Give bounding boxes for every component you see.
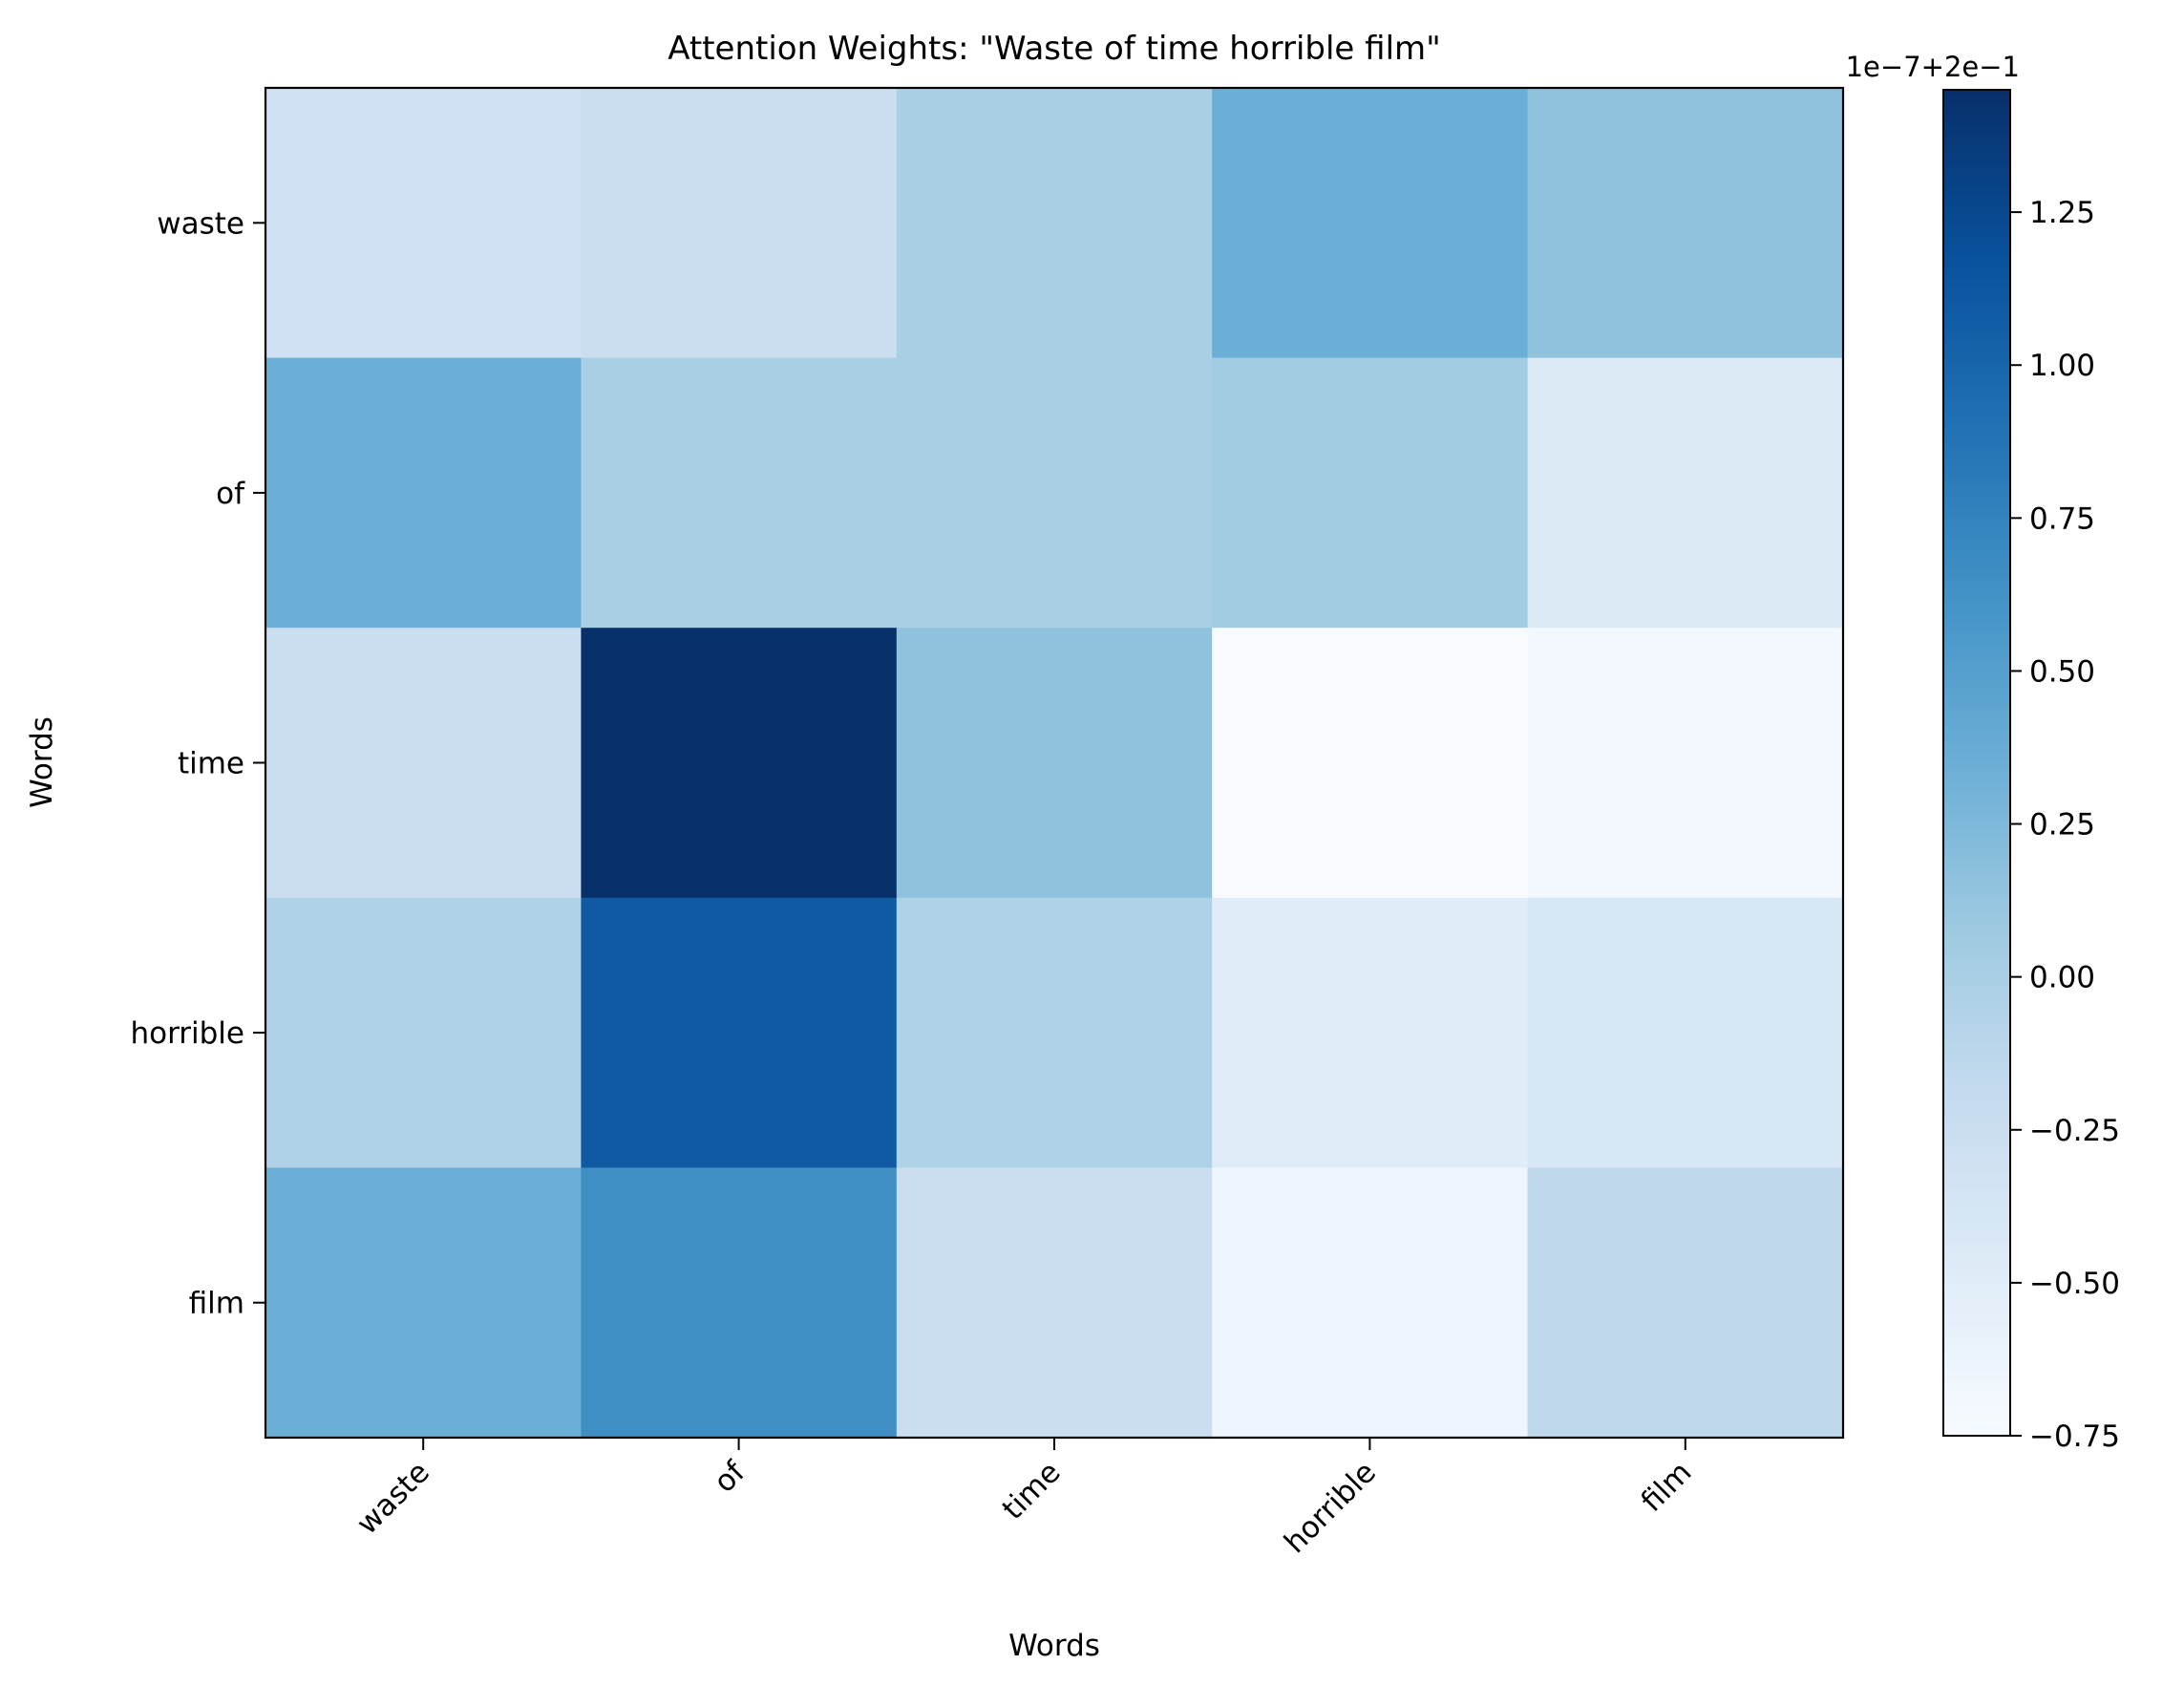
- heatmap-cell: [1212, 1167, 1529, 1439]
- y-axis-ticks: waste of time horrible film: [130, 206, 265, 1321]
- x-axis-label: Words: [1008, 1629, 1100, 1663]
- colorbar-tick-label: 0.25: [2029, 808, 2095, 843]
- x-tick-label: of: [708, 1454, 753, 1499]
- y-tick-label: film: [189, 1287, 244, 1321]
- heatmap-cell: [896, 897, 1213, 1168]
- heatmap-cell: [896, 88, 1213, 359]
- heatmap-cell: [1212, 897, 1529, 1168]
- heatmap-cell: [581, 628, 898, 899]
- y-tick-label: horrible: [130, 1016, 244, 1051]
- x-axis-ticks: waste of time horrible film: [350, 1438, 1699, 1560]
- colorbar-tick-label: 0.00: [2029, 961, 2095, 995]
- colorbar-tick-label: 1.00: [2029, 349, 2095, 383]
- heatmap-cell: [581, 1167, 898, 1439]
- colorbar-tick-label: 0.75: [2029, 502, 2095, 536]
- colorbar-offset-text: 1e−7+2e−1: [1846, 51, 2020, 83]
- heatmap-cell: [896, 628, 1213, 899]
- colorbar-tick-label: 0.50: [2029, 654, 2095, 689]
- heatmap-cell: [1527, 88, 1844, 359]
- y-axis-label: Words: [25, 716, 59, 808]
- colorbar: [1942, 89, 2011, 1437]
- heatmap-cell: [581, 357, 898, 629]
- heatmap-cell: [1527, 1167, 1844, 1439]
- heatmap-cell: [265, 628, 582, 899]
- x-tick-label: film: [1635, 1455, 1699, 1519]
- heatmap-cell: [265, 1167, 582, 1439]
- heatmap-cell: [265, 897, 582, 1168]
- x-tick-label: waste: [350, 1455, 436, 1541]
- colorbar-tick-label: −0.25: [2029, 1114, 2120, 1148]
- heatmap-cell: [896, 1167, 1213, 1439]
- heatmap-cell: [581, 88, 898, 359]
- y-tick-label: time: [178, 747, 244, 781]
- heatmap-cell: [896, 357, 1213, 629]
- heatmap-cell: [265, 357, 582, 629]
- heatmap-cell: [1212, 628, 1529, 899]
- heatmap-cell: [1527, 357, 1844, 629]
- chart-title: Attention Weights: "Waste of time horrib…: [668, 30, 1441, 68]
- colorbar-tick-label: −0.50: [2029, 1267, 2120, 1301]
- heatmap-cells: [265, 88, 1844, 1439]
- colorbar-tick-label: −0.75: [2029, 1419, 2120, 1454]
- x-tick-label: time: [996, 1455, 1068, 1526]
- heatmap-cell: [581, 897, 898, 1168]
- y-tick-label: of: [216, 477, 245, 511]
- heatmap-cell: [1527, 628, 1844, 899]
- heatmap-cell: [1212, 88, 1529, 359]
- heatmap-cell: [1212, 357, 1529, 629]
- colorbar-ticks: −0.75 −0.50 −0.25 0.00 0.25 0.50 0.75 1.00 1.25: [2010, 196, 2120, 1454]
- x-tick-label: horrible: [1278, 1455, 1383, 1560]
- heatmap-cell: [265, 88, 582, 359]
- heatmap-cell: [1527, 897, 1844, 1168]
- colorbar-tick-label: 1.25: [2029, 196, 2095, 230]
- y-tick-label: waste: [157, 206, 244, 241]
